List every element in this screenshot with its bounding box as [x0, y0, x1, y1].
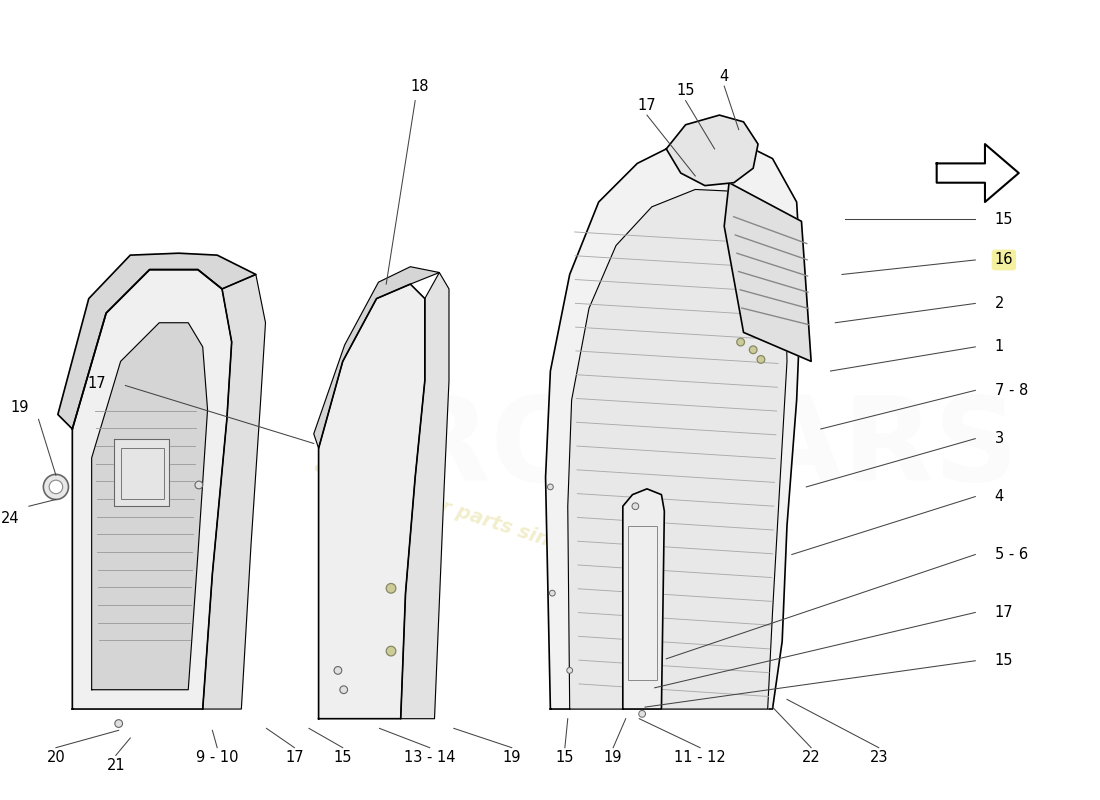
- Polygon shape: [73, 270, 232, 709]
- Text: 17: 17: [88, 376, 106, 391]
- Circle shape: [340, 686, 348, 694]
- Text: 17: 17: [994, 605, 1013, 620]
- Circle shape: [749, 346, 757, 354]
- Text: 7 - 8: 7 - 8: [994, 383, 1027, 398]
- Text: 19: 19: [604, 750, 623, 765]
- Polygon shape: [724, 182, 811, 362]
- Circle shape: [43, 474, 68, 499]
- Bar: [628, 526, 657, 680]
- Circle shape: [50, 480, 63, 494]
- Circle shape: [757, 355, 764, 363]
- Text: PROSPARS: PROSPARS: [314, 390, 1019, 506]
- Polygon shape: [319, 284, 425, 718]
- Circle shape: [737, 338, 745, 346]
- Bar: [121, 448, 164, 498]
- Text: 2: 2: [994, 296, 1004, 311]
- Circle shape: [639, 710, 646, 718]
- Text: 1: 1: [994, 339, 1004, 354]
- Text: 3: 3: [994, 431, 1004, 446]
- Text: 15: 15: [994, 212, 1013, 227]
- Circle shape: [548, 484, 553, 490]
- Polygon shape: [114, 438, 169, 506]
- Polygon shape: [623, 489, 664, 709]
- Polygon shape: [667, 115, 758, 186]
- Text: 15: 15: [676, 83, 695, 98]
- Text: a passion for parts since 1985: a passion for parts since 1985: [312, 455, 634, 576]
- Text: 18: 18: [410, 78, 429, 94]
- Text: 9 - 10: 9 - 10: [196, 750, 239, 765]
- Circle shape: [386, 646, 396, 656]
- Polygon shape: [314, 266, 439, 448]
- Circle shape: [114, 720, 122, 727]
- Circle shape: [549, 590, 556, 596]
- Text: 19: 19: [503, 750, 521, 765]
- Text: 21: 21: [107, 758, 125, 773]
- Text: 23: 23: [869, 750, 888, 765]
- Polygon shape: [937, 144, 1019, 202]
- Text: 15: 15: [994, 654, 1013, 668]
- Text: 24: 24: [1, 511, 19, 526]
- Text: 17: 17: [638, 98, 657, 113]
- Circle shape: [566, 667, 573, 674]
- Text: 15: 15: [333, 750, 352, 765]
- Polygon shape: [568, 190, 786, 709]
- Text: 16: 16: [994, 253, 1013, 267]
- Circle shape: [386, 583, 396, 593]
- Polygon shape: [400, 273, 449, 718]
- Polygon shape: [202, 274, 265, 709]
- Text: 13 - 14: 13 - 14: [404, 750, 455, 765]
- Text: 5 - 6: 5 - 6: [994, 547, 1027, 562]
- Polygon shape: [546, 139, 802, 709]
- Text: 22: 22: [802, 750, 821, 765]
- Circle shape: [632, 503, 639, 510]
- Circle shape: [195, 481, 202, 489]
- Text: 4: 4: [719, 69, 729, 84]
- Circle shape: [334, 666, 342, 674]
- Text: 4: 4: [994, 489, 1004, 504]
- Text: 17: 17: [285, 750, 304, 765]
- Polygon shape: [91, 322, 208, 690]
- Text: 15: 15: [556, 750, 574, 765]
- Polygon shape: [58, 254, 256, 429]
- Text: 20: 20: [46, 750, 65, 765]
- Text: 11 - 12: 11 - 12: [674, 750, 726, 765]
- Text: 19: 19: [10, 400, 29, 415]
